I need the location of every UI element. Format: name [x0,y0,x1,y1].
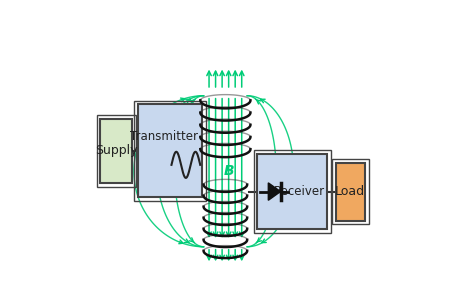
FancyBboxPatch shape [336,163,365,221]
Polygon shape [268,183,281,200]
FancyBboxPatch shape [138,104,202,197]
Text: Receiver: Receiver [273,185,325,198]
FancyBboxPatch shape [100,119,132,183]
Text: Load: Load [335,185,365,198]
Text: Supply: Supply [95,144,138,157]
Text: Transmitter: Transmitter [130,131,198,144]
FancyBboxPatch shape [257,154,327,229]
Text: B: B [224,164,234,178]
